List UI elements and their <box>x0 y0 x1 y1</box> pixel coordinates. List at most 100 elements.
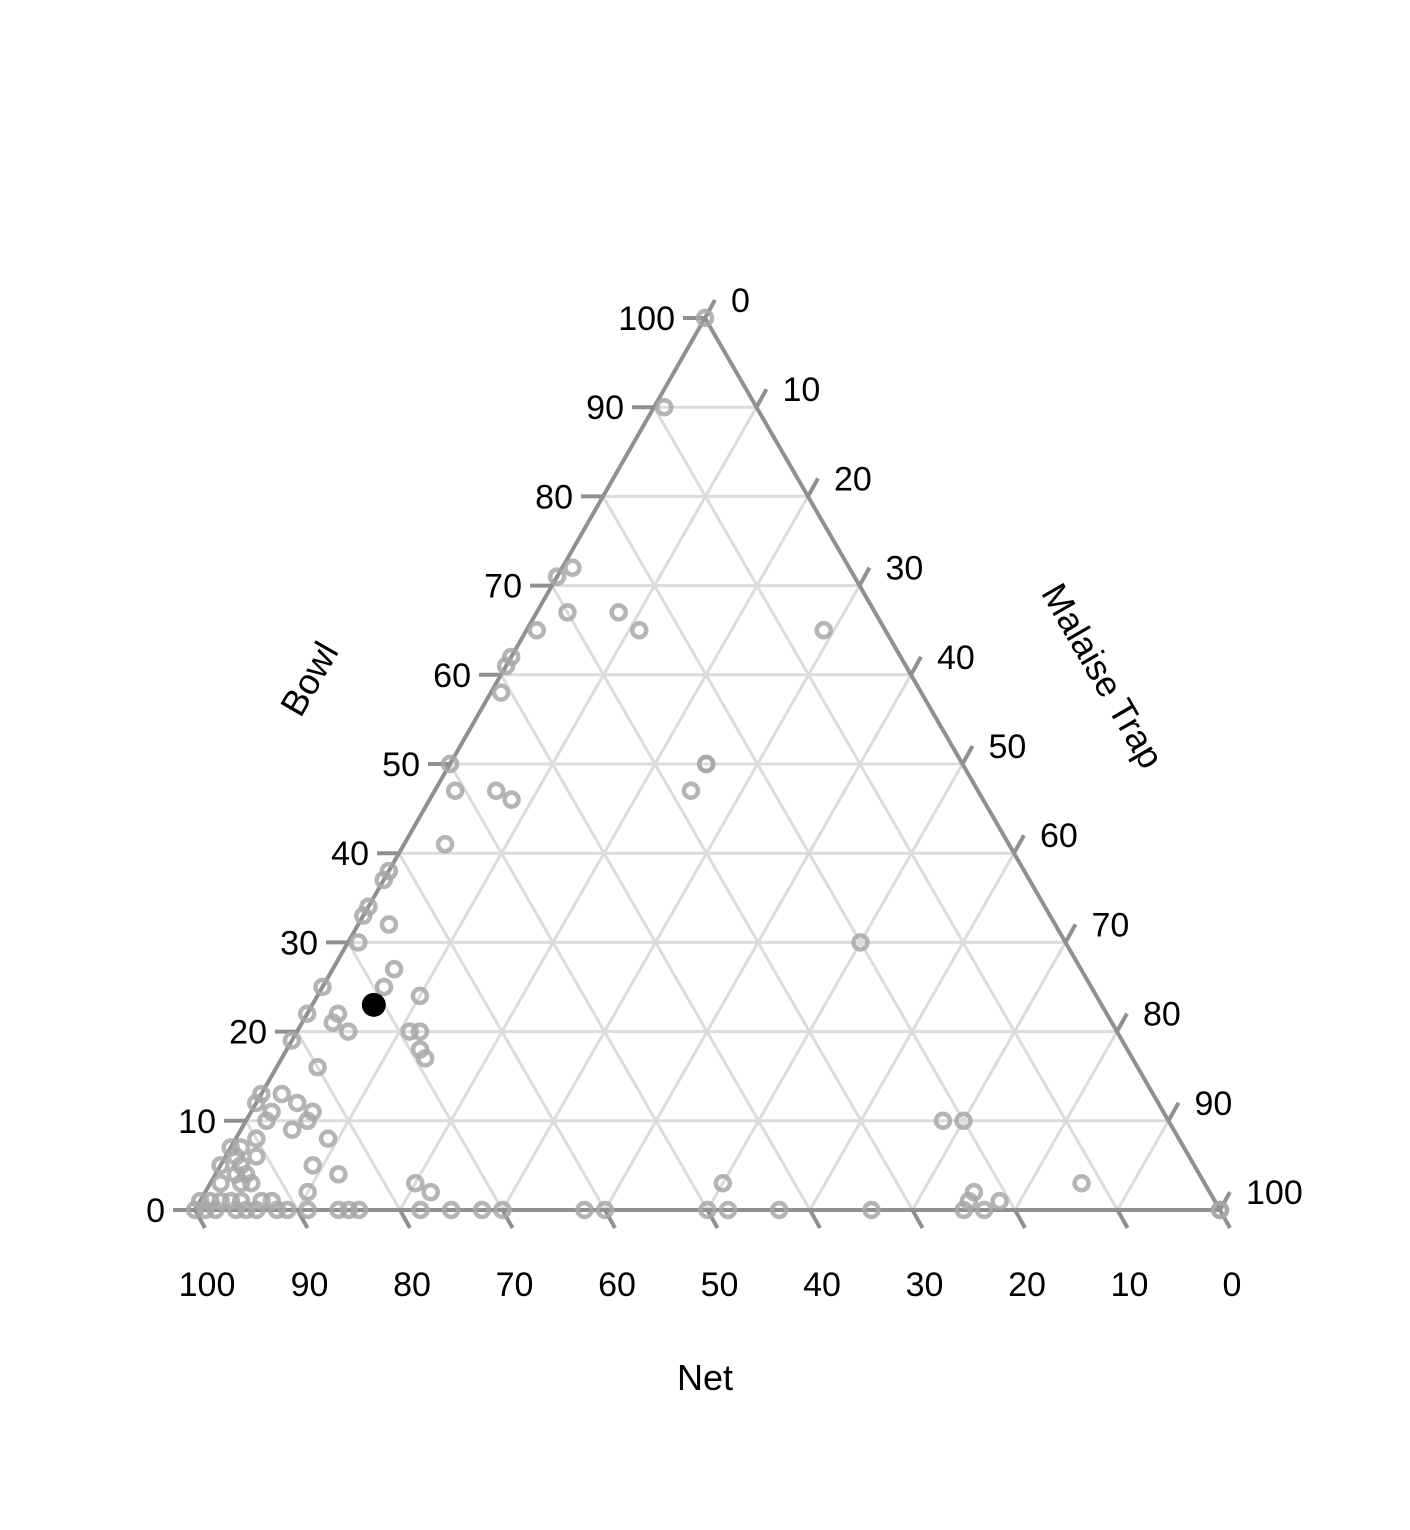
data-point <box>630 620 649 640</box>
data-point <box>575 1200 594 1220</box>
tick-label-malaise: 40 <box>937 639 975 677</box>
tick-label-net: 30 <box>906 1266 944 1304</box>
data-point <box>298 1200 317 1220</box>
data-point <box>681 781 701 801</box>
tick-label-bowl: 10 <box>178 1103 216 1141</box>
data-point <box>384 959 404 979</box>
tick-malaise <box>754 388 769 409</box>
tick-label-net: 80 <box>393 1266 431 1304</box>
data-point <box>211 1156 230 1175</box>
grid-line-malaise <box>501 584 861 1211</box>
data-point <box>713 1173 733 1193</box>
tick-marks <box>173 299 1232 1229</box>
data-point <box>698 1200 717 1220</box>
axis-title-net: Net <box>677 1357 733 1398</box>
tick-label-bowl: 20 <box>229 1014 267 1052</box>
data-point <box>374 977 394 997</box>
data-point <box>814 620 833 640</box>
grid-line-net <box>550 584 914 1211</box>
data-point <box>226 1200 246 1220</box>
data-points <box>185 308 1230 1220</box>
data-point <box>695 308 715 328</box>
tick-malaise <box>1115 1012 1129 1033</box>
tick-label-net: 60 <box>598 1266 636 1304</box>
grid-line-net <box>346 941 504 1211</box>
tick-label-malaise: 50 <box>989 728 1027 766</box>
data-point <box>933 1111 953 1131</box>
data-point <box>308 1058 327 1077</box>
data-point <box>318 1129 338 1148</box>
data-point <box>246 1093 266 1113</box>
data-point <box>493 1200 512 1220</box>
tick-label-bowl: 60 <box>433 657 471 695</box>
tick-malaise <box>806 477 820 498</box>
data-point <box>496 656 516 676</box>
data-point <box>298 1111 317 1131</box>
tick-net <box>1013 1209 1027 1229</box>
data-point <box>231 1173 251 1193</box>
grid-line-malaise <box>1013 1030 1119 1211</box>
tick-label-malaise: 100 <box>1246 1174 1303 1212</box>
data-point <box>354 906 373 925</box>
data-point <box>206 1200 225 1220</box>
tick-malaise <box>1218 1191 1232 1211</box>
data-point <box>595 1200 615 1220</box>
tick-label-bowl: 40 <box>331 835 369 873</box>
tick-net <box>603 1209 617 1229</box>
data-point <box>211 1173 230 1193</box>
data-point <box>329 1200 348 1220</box>
grid-line-net <box>397 852 607 1211</box>
data-point <box>247 1129 266 1148</box>
data-point <box>411 1200 430 1220</box>
data-point <box>400 1022 419 1041</box>
data-point <box>282 1031 302 1050</box>
data-point <box>349 1200 369 1220</box>
grid-line-malaise <box>808 852 1016 1211</box>
tick-net <box>500 1209 515 1229</box>
tick-label-bowl: 100 <box>618 300 675 338</box>
data-point <box>329 1165 348 1184</box>
data-point <box>770 1200 789 1220</box>
data-point <box>558 603 577 622</box>
tick-label-bowl: 80 <box>535 478 573 516</box>
tick-label-malaise: 20 <box>834 460 872 498</box>
grid-line-net <box>652 406 1119 1211</box>
data-point <box>303 1156 322 1175</box>
data-point <box>435 835 455 854</box>
tick-label-net: 50 <box>701 1266 739 1304</box>
data-point <box>287 1093 307 1113</box>
data-point <box>374 870 393 890</box>
data-point <box>440 754 460 774</box>
data-point <box>975 1200 994 1220</box>
data-point <box>237 1200 256 1220</box>
data-point <box>196 1200 215 1220</box>
tick-label-net: 40 <box>803 1266 841 1304</box>
tick-label-malaise: 80 <box>1143 996 1181 1034</box>
data-point <box>851 933 870 952</box>
data-point <box>410 1022 430 1041</box>
tick-label-bowl: 50 <box>382 746 420 784</box>
tick-label-net: 90 <box>291 1266 329 1304</box>
data-point <box>349 933 368 952</box>
data-point <box>954 1200 973 1220</box>
data-point <box>379 915 399 934</box>
tick-malaise <box>1012 834 1026 855</box>
data-point <box>527 620 546 640</box>
data-point <box>502 790 521 809</box>
grid-line-malaise <box>296 406 758 1211</box>
tick-label-malaise: 30 <box>886 550 924 588</box>
tick-malaise <box>1063 923 1078 944</box>
data-point <box>547 567 567 586</box>
grid-line-malaise <box>706 763 964 1211</box>
tick-malaise <box>857 566 872 587</box>
highlight-point <box>361 992 386 1017</box>
axis-title-malaise-trap: Malaise Trap <box>1034 576 1173 775</box>
data-point <box>990 1191 1009 1211</box>
data-point <box>954 1111 973 1131</box>
grid-line-net <box>448 763 709 1211</box>
data-point <box>406 1173 425 1193</box>
data-point <box>297 1004 317 1024</box>
data-point <box>267 1200 287 1220</box>
data-point <box>1210 1200 1230 1220</box>
